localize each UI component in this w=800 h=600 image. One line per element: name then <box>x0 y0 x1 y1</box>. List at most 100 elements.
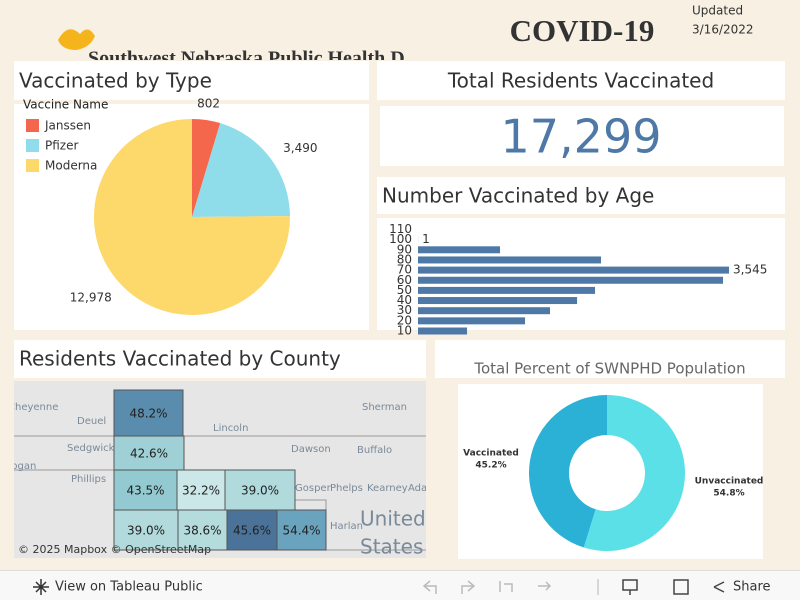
panel-title: Vaccinated by Type <box>19 69 212 93</box>
place-label: Sherman <box>362 402 407 413</box>
county-label: 54.4% <box>282 524 320 538</box>
download[interactable] <box>622 579 638 595</box>
bar <box>418 297 578 305</box>
revert[interactable] <box>499 581 513 592</box>
legend-label: Janssen <box>44 119 91 133</box>
organization-name: Southwest Nebraska Public Health D <box>88 48 405 70</box>
undo[interactable] <box>422 580 437 594</box>
map-attribution: © 2025 Mapbox © OpenStreetMap <box>18 543 211 556</box>
legend-swatch <box>26 159 39 172</box>
county-label: 32.2% <box>182 484 220 498</box>
county-label: 39.0% <box>127 524 165 538</box>
county <box>224 469 296 511</box>
share-icon <box>713 581 725 593</box>
y-tick-label: 90 <box>397 242 412 256</box>
y-tick-label: 50 <box>397 283 412 297</box>
panel-title: Total Residents Vaccinated <box>447 69 714 93</box>
panel-title: Number Vaccinated by Age <box>382 184 654 208</box>
y-tick-label: 30 <box>397 303 412 317</box>
place-label: Buffalo <box>357 445 392 456</box>
y-tick-label: 60 <box>397 273 412 287</box>
share-button[interactable]: Share <box>733 580 771 595</box>
bar <box>418 246 501 254</box>
view-link[interactable]: View on Tableau Public <box>33 579 203 595</box>
bar <box>418 286 596 294</box>
header: Southwest Nebraska Public Health D COVID… <box>58 4 754 70</box>
data-label: 1 <box>422 232 430 246</box>
place-label: Harlan <box>330 521 363 532</box>
county-label: 39.0% <box>241 484 279 498</box>
bar <box>418 317 526 325</box>
place-label: Logan <box>6 461 36 472</box>
dashboard-title: COVID-19 <box>510 13 655 48</box>
donut-value: 45.2% <box>475 461 506 471</box>
redo[interactable] <box>461 580 476 594</box>
toolbar <box>0 570 800 600</box>
map: 48.2% 42.6% 43.5% 32.2% 39.0% 39.0% 38.6% 45.6%… <box>6 389 442 559</box>
donut-slice <box>528 395 607 548</box>
y-tick-label: 110 <box>389 222 412 236</box>
county-label: 48.2% <box>129 407 167 421</box>
county-label: 42.6% <box>130 447 168 461</box>
bar <box>418 276 724 284</box>
donut-category: Vaccinated <box>463 449 519 459</box>
place-label: Phelps <box>330 483 363 494</box>
place-label: United <box>360 507 426 531</box>
kpi-value: 17,299 <box>501 110 662 164</box>
place-label: Gosper <box>295 483 332 494</box>
county <box>113 435 185 471</box>
y-tick-label: 70 <box>397 263 412 277</box>
county-label: 45.6% <box>233 524 271 538</box>
fullscreen[interactable] <box>673 579 689 595</box>
legend-swatch <box>26 139 39 152</box>
y-tick-label: 100 <box>389 232 412 246</box>
legend-swatch <box>26 119 39 132</box>
bar <box>418 327 468 335</box>
county <box>113 389 184 437</box>
place-label: Kearney <box>367 483 408 494</box>
updated-label: Updated <box>692 4 743 18</box>
refresh[interactable] <box>538 581 552 591</box>
place-label: Dawson <box>291 444 331 455</box>
view-link-text[interactable]: View on Tableau Public <box>55 580 203 595</box>
county <box>176 469 226 511</box>
place-label: Adams <box>408 483 442 494</box>
bar <box>418 266 729 274</box>
tableau-icon <box>33 579 49 595</box>
data-label: 3,490 <box>283 141 317 155</box>
county <box>226 509 278 551</box>
pie-slice <box>192 123 290 217</box>
y-tick-label: 80 <box>397 252 412 266</box>
panel <box>377 61 785 100</box>
donut-value: 54.8% <box>713 489 744 499</box>
data-label: 802 <box>197 97 220 111</box>
bar <box>418 256 602 264</box>
panel <box>14 61 369 100</box>
logo <box>58 29 95 50</box>
y-tick-label: 20 <box>397 313 412 327</box>
legend-title: Vaccine Name <box>23 98 108 112</box>
y-tick-label: 10 <box>397 324 412 338</box>
toolbar-icons <box>422 579 725 595</box>
panel <box>435 340 785 378</box>
panel-title: Residents Vaccinated by County <box>19 347 341 371</box>
panel <box>377 177 785 214</box>
pie-slice <box>192 119 221 217</box>
donut-slice <box>583 395 685 551</box>
place-label: Cheyenne <box>8 402 58 413</box>
data-label: 12,978 <box>70 290 112 304</box>
county <box>276 509 327 551</box>
county-label: 43.5% <box>126 484 164 498</box>
place-label: Lincoln <box>213 423 248 434</box>
county-label: 38.6% <box>183 524 221 538</box>
place-label: States <box>360 535 423 559</box>
pie-slice <box>94 119 291 315</box>
place-label: Deuel <box>77 416 106 427</box>
y-tick-label: 40 <box>397 293 412 307</box>
legend-label: Pfizer <box>45 139 78 153</box>
data-label: 3,545 <box>733 263 767 277</box>
updated-date: 3/16/2022 <box>692 23 754 37</box>
legend-label: Moderna <box>45 159 97 173</box>
